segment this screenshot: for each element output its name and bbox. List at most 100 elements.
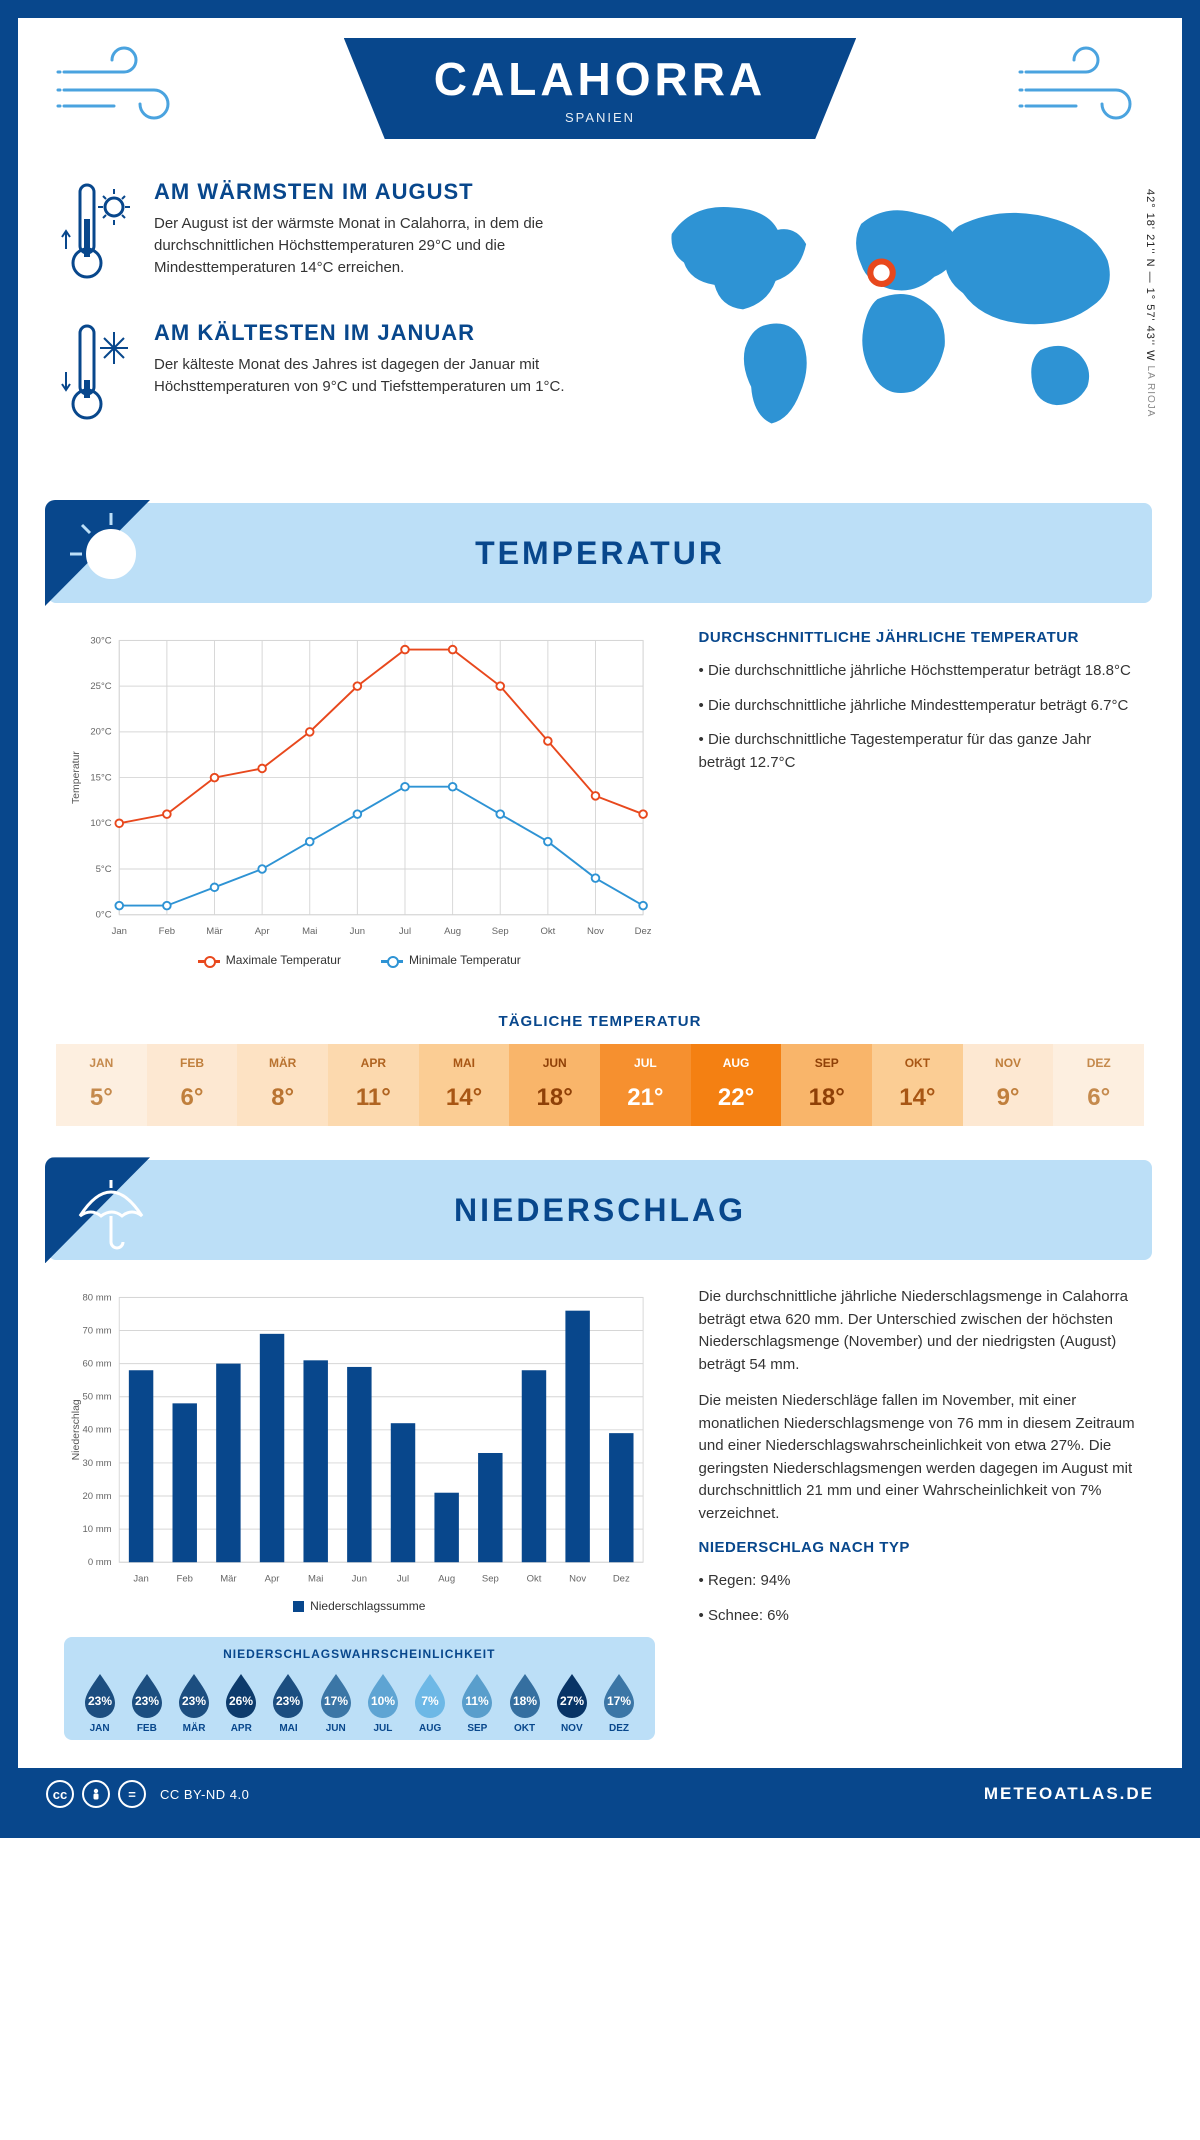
coldest-body: Der kälteste Monat des Jahres ist dagege… [154,354,593,398]
prob-drop: 17%DEZ [595,1671,642,1734]
svg-text:11%: 11% [466,1694,490,1708]
svg-text:0°C: 0°C [96,910,112,921]
svg-text:Jan: Jan [133,1574,148,1585]
svg-text:50 mm: 50 mm [83,1392,112,1403]
wind-icon [54,46,184,131]
svg-text:17%: 17% [607,1694,631,1708]
cc-icon: cc [46,1780,74,1808]
temp-bullet: • Die durchschnittliche Tagestemperatur … [699,729,1136,774]
coldest-title: AM KÄLTESTEN IM JANUAR [154,320,593,346]
svg-text:23%: 23% [182,1694,206,1708]
precip-probability-panel: NIEDERSCHLAGSWAHRSCHEINLICHKEIT 23%JAN23… [64,1637,655,1740]
svg-text:Nov: Nov [587,926,604,937]
prob-drop: 27%NOV [548,1671,595,1734]
prob-drop: 10%JUL [359,1671,406,1734]
prob-drop: 23%FEB [123,1671,170,1734]
svg-text:25°C: 25°C [90,681,111,692]
prob-drop: 26%APR [218,1671,265,1734]
svg-text:Aug: Aug [438,1574,455,1585]
daily-cell: NOV9° [963,1044,1054,1126]
title-banner: CALAHORRA SPANIEN [344,38,856,139]
prob-drop: 11%SEP [454,1671,501,1734]
coldest-summary: AM KÄLTESTEN IM JANUAR Der kälteste Mona… [58,320,593,435]
daily-temp-title: TÄGLICHE TEMPERATUR [18,1013,1182,1030]
svg-text:7%: 7% [421,1694,439,1708]
daily-cell: JUN18° [509,1044,600,1126]
coords-line: 42° 18' 21'' N — 1° 57' 43'' W [1144,189,1156,361]
svg-text:15°C: 15°C [90,772,111,783]
daily-cell: MAI14° [419,1044,510,1126]
coords-region: LA RIOJA [1145,366,1156,418]
svg-text:5°C: 5°C [96,864,112,875]
precip-type-bullet: • Schnee: 6% [699,1605,1136,1628]
warmest-title: AM WÄRMSTEN IM AUGUST [154,179,593,205]
brand-text: METEOATLAS.DE [984,1784,1154,1804]
svg-text:Mai: Mai [302,926,317,937]
daily-cell: SEP18° [781,1044,872,1126]
prob-drop: 23%JAN [76,1671,123,1734]
svg-text:23%: 23% [88,1694,112,1708]
warmest-body: Der August ist der wärmste Monat in Cala… [154,213,593,278]
header: CALAHORRA SPANIEN [18,18,1182,169]
warmest-summary: AM WÄRMSTEN IM AUGUST Der August ist der… [58,179,593,294]
temp-side-title: DURCHSCHNITTLICHE JÄHRLICHE TEMPERATUR [699,629,1136,646]
temp-legend: Maximale Temperatur Minimale Temperatur [64,953,655,967]
svg-text:Jan: Jan [112,926,127,937]
daily-cell: OKT14° [872,1044,963,1126]
svg-text:Jul: Jul [399,926,411,937]
legend-min: Minimale Temperatur [409,953,521,967]
svg-text:Sep: Sep [492,926,509,937]
prob-drop: 23%MAI [265,1671,312,1734]
temperature-line-chart: 0°C5°C10°C15°C20°C25°C30°CJanFebMärAprMa… [64,629,655,971]
svg-text:Nov: Nov [569,1574,586,1585]
prob-drop: 7%AUG [407,1671,454,1734]
temp-bullet: • Die durchschnittliche jährliche Mindes… [699,695,1136,718]
svg-text:23%: 23% [135,1694,159,1708]
svg-text:Feb: Feb [159,926,175,937]
umbrella-icon [66,1166,156,1261]
daily-temp-grid: JAN5°FEB6°MÄR8°APR11°MAI14°JUN18°JUL21°A… [56,1044,1144,1126]
cc-icons: cc = [46,1780,146,1808]
daily-cell: AUG22° [691,1044,782,1126]
daily-cell: MÄR8° [237,1044,328,1126]
svg-text:10 mm: 10 mm [83,1524,112,1535]
thermometer-cold-icon [58,320,134,435]
svg-text:40 mm: 40 mm [83,1425,112,1436]
svg-text:26%: 26% [229,1694,253,1708]
country-subtitle: SPANIEN [434,110,766,125]
svg-text:Jun: Jun [350,926,365,937]
precip-legend: Niederschlagssumme [64,1599,655,1613]
world-map [633,179,1142,449]
coordinates: 42° 18' 21'' N — 1° 57' 43'' W LA RIOJA [1144,189,1156,417]
svg-text:27%: 27% [560,1694,584,1708]
precip-section-header: NIEDERSCHLAG [48,1160,1152,1260]
prob-drop: 17%JUN [312,1671,359,1734]
svg-text:60 mm: 60 mm [83,1359,112,1370]
precip-type-title: NIEDERSCHLAG NACH TYP [699,1539,1136,1556]
svg-text:Okt: Okt [540,926,555,937]
prob-drop: 23%MÄR [170,1671,217,1734]
wind-icon [1016,46,1146,131]
svg-text:Mär: Mär [220,1574,237,1585]
svg-text:Dez: Dez [613,1574,630,1585]
precip-bar-chart: 0 mm10 mm20 mm30 mm40 mm50 mm60 mm70 mm8… [64,1286,655,1613]
svg-text:17%: 17% [324,1694,348,1708]
svg-text:Okt: Okt [527,1574,542,1585]
prob-drop: 18%OKT [501,1671,548,1734]
precip-para: Die durchschnittliche jährliche Niedersc… [699,1286,1136,1376]
svg-text:Niederschlag: Niederschlag [71,1399,82,1460]
svg-text:Aug: Aug [444,926,461,937]
legend-max: Maximale Temperatur [226,953,341,967]
svg-text:Sep: Sep [482,1574,499,1585]
svg-text:10%: 10% [371,1694,395,1708]
svg-text:Apr: Apr [255,926,271,937]
daily-cell: FEB6° [147,1044,238,1126]
prob-title: NIEDERSCHLAGSWAHRSCHEINLICHKEIT [76,1647,643,1661]
svg-text:Mai: Mai [308,1574,323,1585]
svg-text:0 mm: 0 mm [88,1557,112,1568]
license-text: CC BY-ND 4.0 [160,1787,249,1802]
temp-bullet: • Die durchschnittliche jährliche Höchst… [699,660,1136,683]
svg-text:Feb: Feb [177,1574,193,1585]
svg-text:30°C: 30°C [90,635,111,646]
svg-text:Dez: Dez [635,926,652,937]
